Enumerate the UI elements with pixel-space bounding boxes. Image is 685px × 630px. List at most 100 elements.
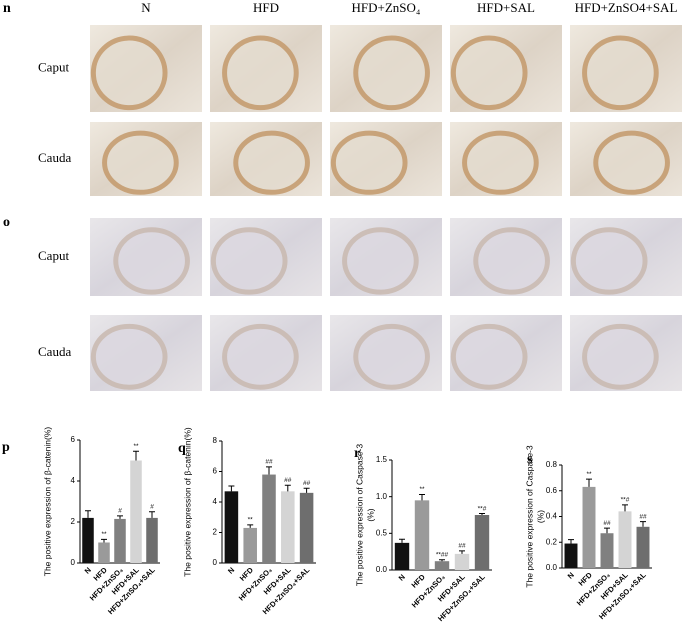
y-tick-label: 0	[213, 558, 218, 567]
significance-label: ##	[639, 513, 647, 520]
row-label: Cauda	[38, 150, 71, 165]
error-bar	[622, 504, 628, 512]
tubule	[450, 323, 528, 390]
bar	[98, 542, 110, 563]
tubule	[113, 227, 190, 295]
y-tick-label: 2	[213, 528, 218, 537]
error-bar	[419, 493, 425, 501]
error-bar	[399, 538, 405, 543]
tubule	[330, 130, 408, 195]
bar	[146, 517, 158, 563]
significance-label: **	[419, 486, 425, 493]
tubule	[342, 227, 419, 295]
tubule	[210, 227, 288, 295]
bar	[636, 526, 650, 568]
y-tick-label: 8	[213, 436, 218, 445]
y-tick-label: 1.0	[376, 492, 388, 501]
column-header: HFD	[253, 0, 279, 15]
significance-label: ##	[265, 459, 273, 466]
y-tick-label: 0.6	[546, 486, 558, 495]
significance-label: ##	[284, 477, 292, 484]
row-label: Caput	[38, 59, 69, 74]
bar	[243, 527, 257, 563]
significance-label: **	[248, 517, 254, 524]
bar	[299, 492, 314, 563]
tubule	[462, 130, 539, 195]
y-axis-label: (%)	[365, 508, 375, 521]
panel-label: s	[527, 452, 533, 467]
error-bar	[479, 513, 485, 515]
tubule	[593, 130, 670, 195]
error-bar	[266, 466, 272, 475]
y-tick-label: 0.2	[546, 537, 558, 546]
tubule	[90, 323, 168, 390]
y-tick-label: 4	[71, 476, 76, 485]
error-bar	[604, 527, 610, 534]
error-bar	[568, 539, 574, 544]
bar	[600, 533, 614, 568]
error-bar	[640, 521, 646, 527]
error-bar	[117, 515, 123, 519]
tubule	[102, 130, 179, 195]
bar	[414, 500, 430, 570]
column-header: N	[141, 0, 151, 15]
significance-label: ##	[458, 543, 466, 550]
y-axis-label: The positive expression of β-catenin(%)	[42, 427, 52, 577]
x-tick-label: N	[566, 570, 576, 580]
error-bar	[133, 450, 139, 461]
tubule	[570, 227, 648, 295]
y-axis-label: The positive expression of Caspase-3	[354, 444, 364, 586]
significance-label: ##	[603, 520, 611, 527]
bar	[582, 486, 596, 568]
tubule	[353, 323, 430, 390]
panel-label: p	[2, 440, 10, 455]
y-tick-label: 0.8	[546, 460, 558, 469]
y-tick-label: 6	[71, 435, 76, 444]
y-tick-label: 0.4	[546, 512, 558, 521]
y-axis-label: The positive expression of β-catenin(%)	[182, 427, 192, 577]
bar	[474, 515, 490, 570]
bar	[114, 518, 126, 563]
y-tick-label: 2	[71, 517, 76, 526]
bar	[262, 474, 276, 563]
significance-label: **#	[478, 505, 487, 512]
row-label: Caput	[38, 248, 69, 263]
significance-label: #	[118, 508, 122, 515]
error-bar	[85, 510, 91, 518]
error-bar	[149, 511, 155, 518]
tubule	[582, 35, 659, 111]
error-bar	[228, 485, 235, 492]
error-bar	[284, 484, 291, 492]
bar	[564, 543, 578, 568]
micrograph-grid: n o N HFD HFD+ZnSO₄ HFD+SAL HFD+ZnSO4+SAL Caput…	[3, 0, 682, 391]
bar	[82, 517, 94, 563]
significance-label: **	[133, 443, 139, 450]
charts: p The positive expression of β-catenin(%)…	[2, 427, 652, 623]
panel-label: n	[3, 1, 11, 16]
significance-label: ##	[303, 480, 311, 487]
tubule	[353, 35, 430, 111]
error-bar	[303, 487, 310, 493]
tubule	[582, 323, 659, 390]
significance-label: **	[101, 531, 107, 538]
panel-label: q	[178, 441, 186, 456]
y-axis-label: (%)	[535, 510, 545, 523]
bar	[224, 491, 239, 563]
tubule	[233, 130, 310, 195]
y-tick-label: 4	[213, 497, 218, 506]
bar	[434, 561, 450, 570]
column-header: HFD+SAL	[477, 0, 535, 15]
tubule	[473, 227, 550, 295]
x-tick-label: N	[397, 572, 407, 582]
significance-label: **##	[436, 551, 449, 558]
bar	[454, 553, 470, 570]
y-axis-label: The positive expression of Caspase-3	[524, 445, 534, 587]
error-bar	[459, 550, 465, 554]
bar	[281, 491, 295, 563]
y-tick-label: 0	[71, 558, 76, 567]
row-label: Cauda	[38, 344, 71, 359]
panel-label: o	[3, 215, 10, 230]
significance-label: **	[586, 471, 592, 478]
bar	[130, 460, 142, 563]
